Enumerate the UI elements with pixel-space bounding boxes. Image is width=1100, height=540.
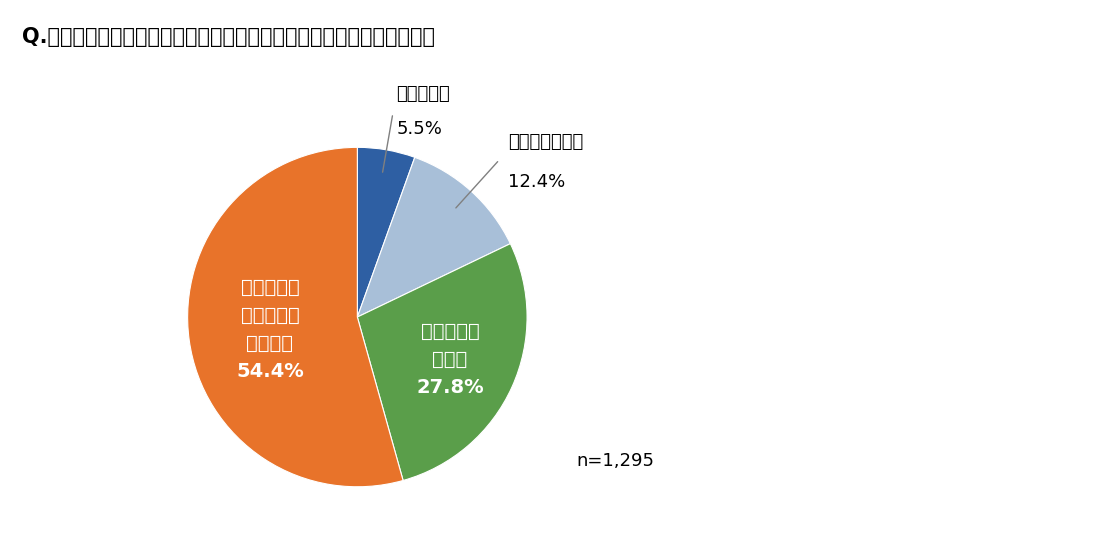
Text: n=1,295: n=1,295 [576, 453, 654, 470]
Text: 12.4%: 12.4% [508, 173, 565, 191]
Wedge shape [358, 157, 510, 317]
Wedge shape [188, 147, 403, 487]
Text: Q.あなたは「サーキュラーエコノミー」という言葉を知っていますか？: Q.あなたは「サーキュラーエコノミー」という言葉を知っていますか？ [22, 27, 434, 47]
Text: 5.5%: 5.5% [396, 120, 442, 138]
Text: 知っている: 知っている [396, 85, 450, 103]
Text: 聞いたこと
はある
27.8%: 聞いたこと はある 27.8% [416, 321, 484, 396]
Text: 大体知っている: 大体知っている [508, 133, 583, 151]
Wedge shape [358, 244, 527, 481]
Text: 聞いたこと
もないし、
知らない
54.4%: 聞いたこと もないし、 知らない 54.4% [236, 278, 304, 381]
Wedge shape [358, 147, 415, 317]
